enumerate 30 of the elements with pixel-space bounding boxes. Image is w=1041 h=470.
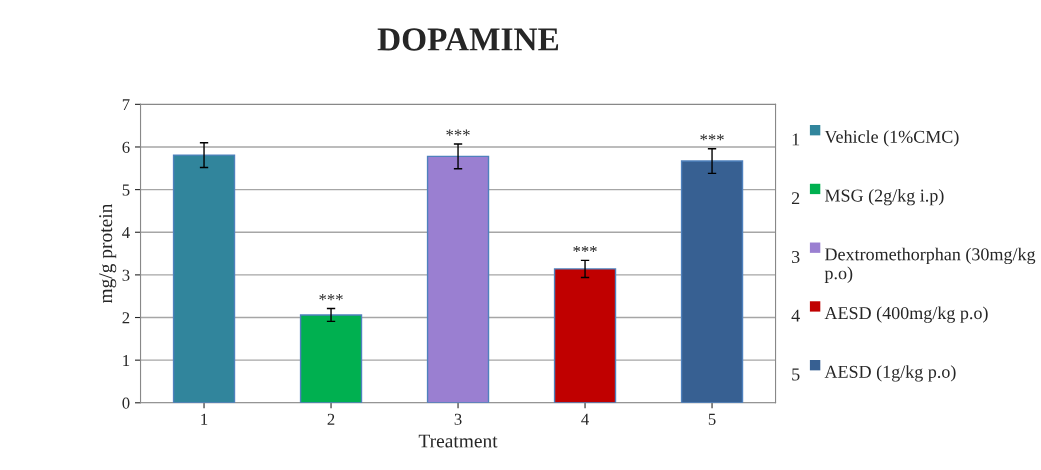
y-tick-label: 0 <box>122 397 130 409</box>
y-tick-label: 3 <box>122 269 130 281</box>
annotation: *** <box>700 134 724 141</box>
y-tick-label: 4 <box>122 227 130 239</box>
chart-title: DOPAMINE <box>377 28 559 51</box>
x-tick-label: 1 <box>201 413 208 425</box>
x-tick-label: 3 <box>454 413 462 425</box>
y-tick-label: 2 <box>122 312 130 324</box>
legend-label: AESD (400mg/kg p.o) <box>824 306 988 323</box>
y-tick-label: 7 <box>122 99 130 111</box>
category-label: 3 <box>792 250 800 264</box>
x-tick-label: 4 <box>581 413 589 425</box>
category-label: 2 <box>791 192 800 205</box>
category-label: 5 <box>792 368 800 381</box>
legend-label: MSG (2g/kg i.p) <box>824 188 944 206</box>
x-axis-title: Treatment <box>418 434 498 448</box>
y-tick-label: 5 <box>122 184 130 196</box>
y-tick-label: 6 <box>122 141 130 153</box>
category-label: 4 <box>791 309 800 322</box>
annotation: *** <box>573 245 597 253</box>
legend-label: Dextromethorphan (30mg/kg p.o) <box>824 247 1036 283</box>
x-tick-label: 2 <box>327 413 335 425</box>
x-tick-label: 5 <box>708 413 716 425</box>
annotation: *** <box>319 294 343 301</box>
y-tick-label: 1 <box>123 354 130 366</box>
category-label: 1 <box>792 133 800 146</box>
legend-label: AESD (1g/kg p.o) <box>824 365 956 382</box>
legend-label: Vehicle (1%CMC) <box>824 130 959 147</box>
annotation: *** <box>446 129 470 136</box>
y-axis-title: mg/g protein <box>99 203 117 304</box>
